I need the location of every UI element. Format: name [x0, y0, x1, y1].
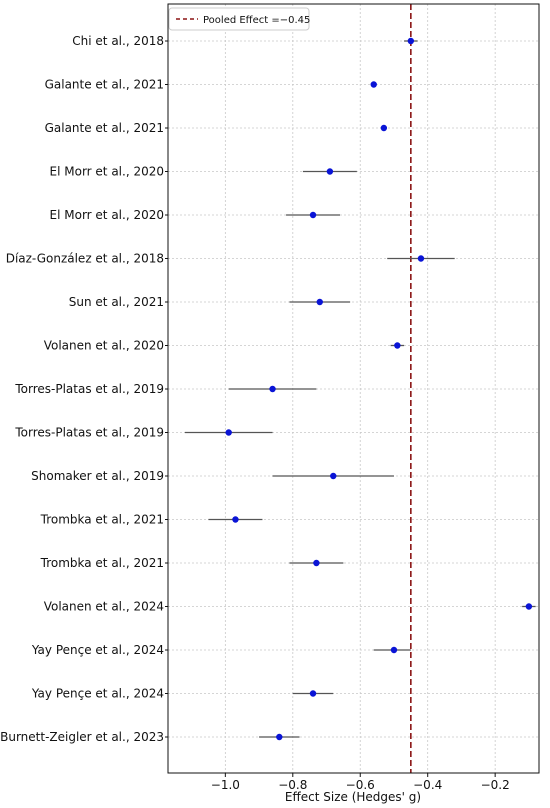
x-axis-label: Effect Size (Hedges' g) [285, 790, 421, 804]
y-tick-label: Díaz-González et al., 2018 [6, 252, 164, 266]
y-tick-label: Torres-Platas et al., 2019 [14, 426, 164, 440]
y-tick-label: Galante et al., 2021 [45, 121, 164, 135]
y-tick-label: Torres-Platas et al., 2019 [14, 382, 164, 396]
effect-point [316, 298, 323, 306]
effect-point [370, 81, 377, 88]
x-tick-label: −1.0 [211, 778, 240, 792]
axes-layer: Chi et al., 2018 Galante et al., 2021 Gala… [0, 3, 540, 792]
y-tick-label: Chi et al., 2018 [72, 34, 164, 48]
y-tick-label: Yay Pençe et al., 2024 [31, 643, 164, 657]
y-tick-label: Shomaker et al., 2019 [31, 469, 164, 483]
legend: Pooled Effect =−0.45 [168, 7, 310, 31]
y-tick-label: Yay Pençe et al., 2024 [31, 687, 164, 701]
grid-layer [168, 4, 539, 773]
effect-point [309, 211, 317, 219]
y-tick-label: Trombka et al., 2021 [40, 513, 164, 527]
effect-point [380, 124, 388, 132]
effect-point [313, 559, 320, 567]
x-tick-label: −0.8 [278, 778, 307, 792]
x-tick-label: −0.4 [413, 778, 442, 792]
plot-frame [167, 3, 540, 774]
x-tick-label: −0.6 [346, 778, 375, 792]
legend-box [168, 7, 310, 31]
y-tick-label: El Morr et al., 2020 [50, 165, 164, 179]
effect-point [326, 168, 334, 175]
effect-point [330, 472, 337, 480]
effect-point [232, 516, 239, 523]
y-tick-label: Burnett-Zeigler et al., 2023 [0, 730, 164, 744]
effect-point [225, 429, 232, 436]
legend-label: Pooled Effect =−0.45 [203, 15, 310, 26]
y-tick-label: Galante et al., 2021 [45, 78, 164, 92]
effect-point [525, 603, 533, 610]
x-tick-label: −0.2 [481, 778, 510, 792]
effect-point [394, 342, 401, 349]
y-tick-label: Volanen et al., 2020 [44, 339, 164, 353]
y-tick-label: Sun et al., 2021 [69, 295, 164, 309]
effect-point [269, 385, 276, 393]
y-tick-label: El Morr et al., 2020 [50, 208, 164, 222]
y-tick-label: Volanen et al., 2024 [44, 600, 164, 614]
effect-point [417, 255, 425, 262]
effect-point [309, 690, 317, 697]
effect-point [390, 646, 398, 654]
effect-point [407, 37, 415, 45]
y-tick-label: Trombka et al., 2021 [40, 556, 164, 570]
study-marks-layer [184, 37, 536, 741]
effect-point [276, 733, 283, 741]
